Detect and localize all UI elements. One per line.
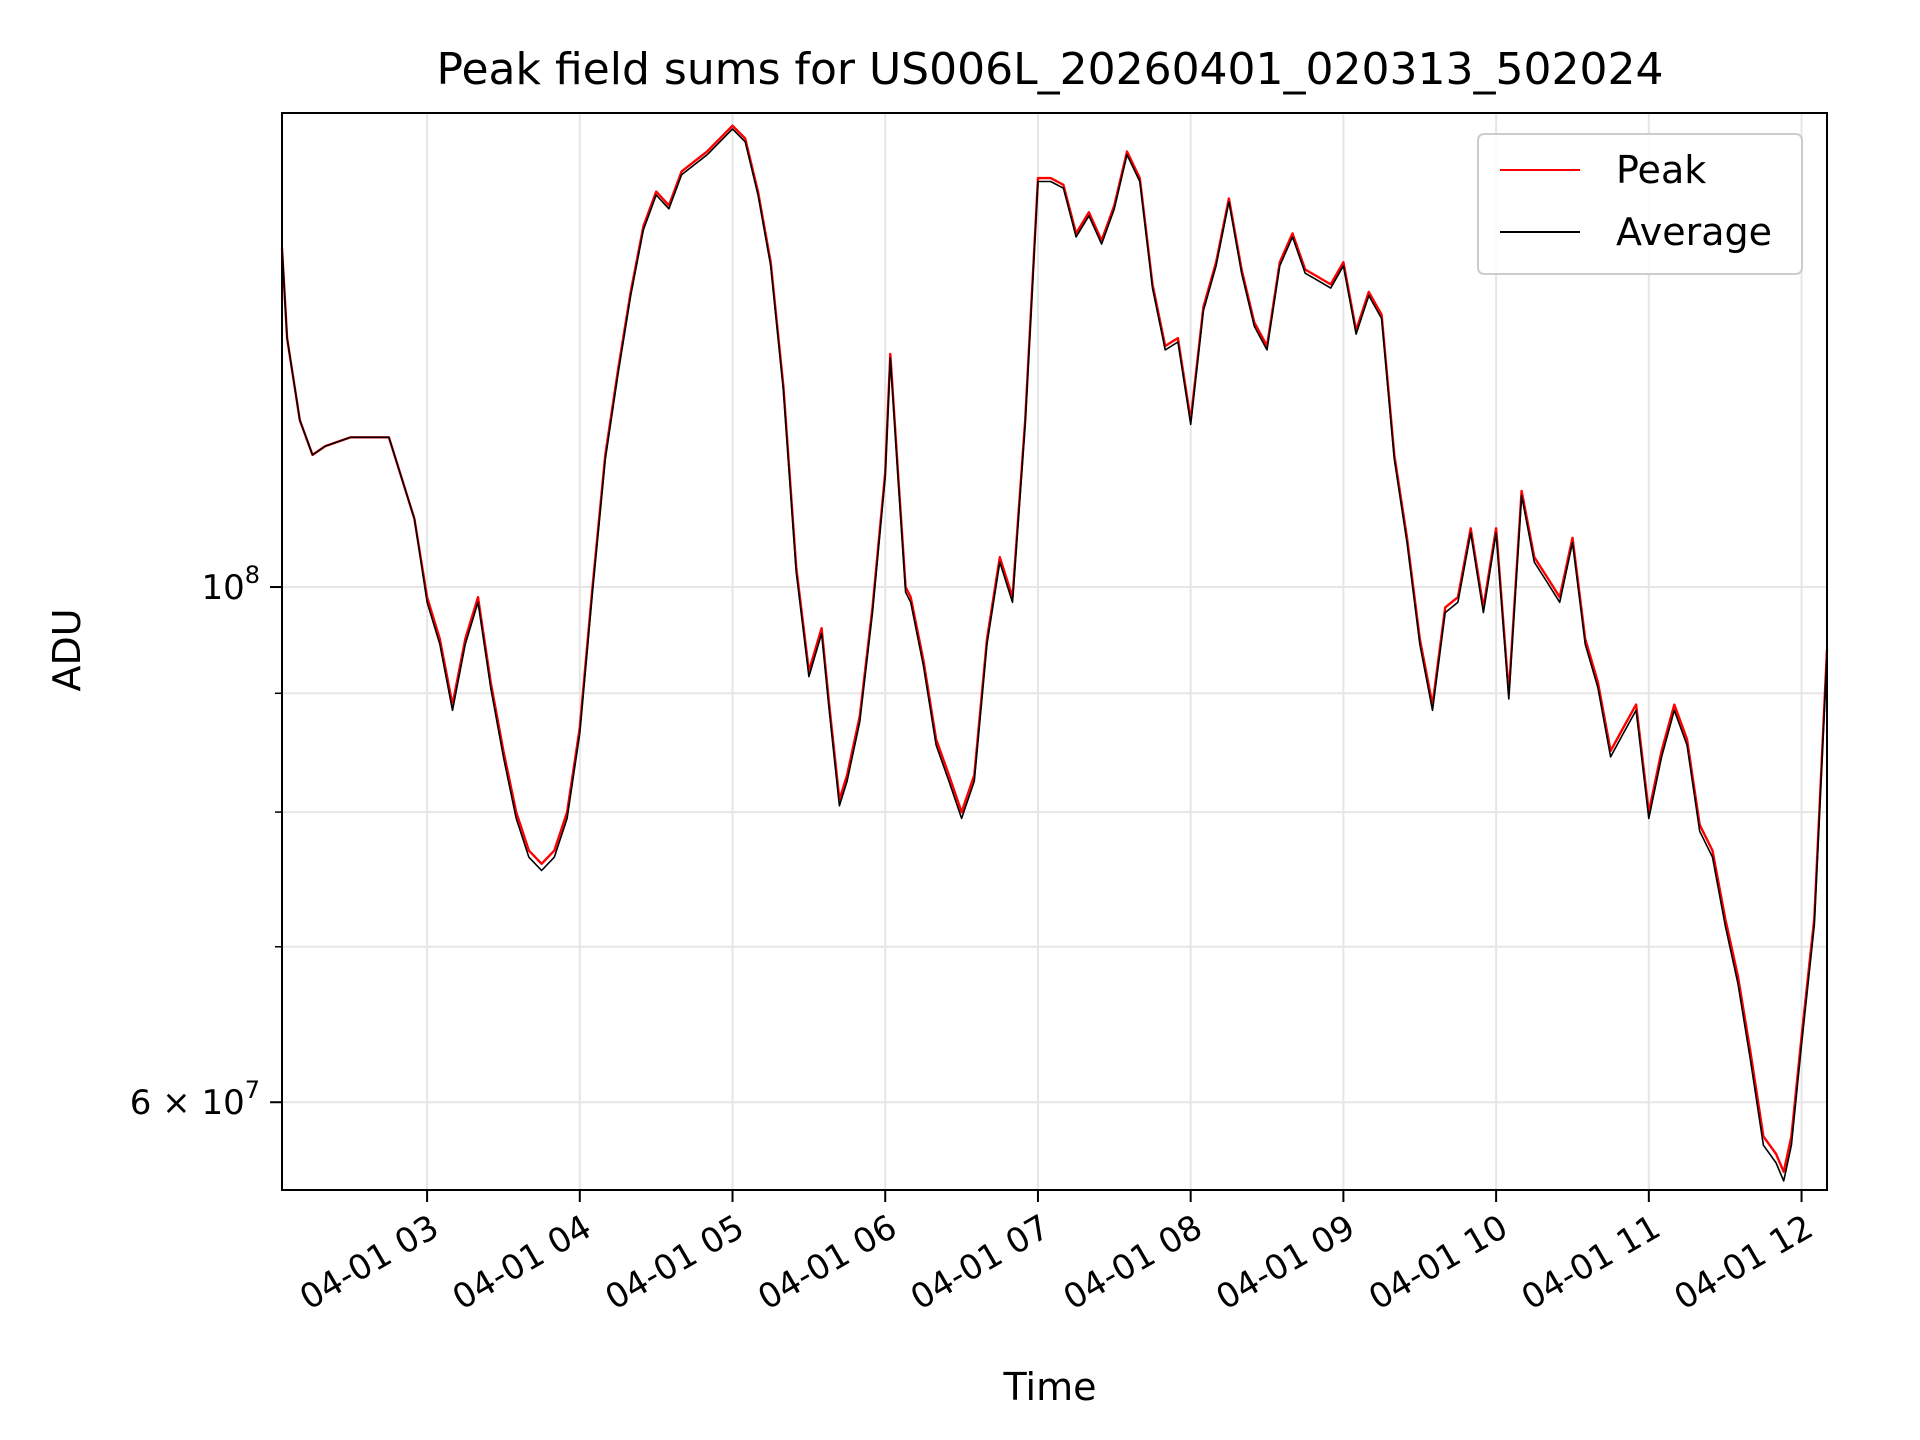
legend: Peak Average xyxy=(1477,133,1803,275)
y-axis: 6 × 107 108 xyxy=(130,561,282,1123)
grid xyxy=(282,113,1827,1190)
y-axis-label: ADU xyxy=(45,608,89,691)
legend-label-average: Average xyxy=(1616,210,1772,254)
y-tick-label-1: 108 xyxy=(201,561,260,608)
legend-label-peak: Peak xyxy=(1616,148,1706,192)
y-tick-label-0: 6 × 107 xyxy=(130,1076,260,1123)
series-group xyxy=(280,124,1829,1182)
chart-title: Peak field sums for US006L_20260401_0203… xyxy=(437,44,1664,95)
series-line-average xyxy=(281,128,1828,1182)
plot-frame xyxy=(281,112,1828,1191)
x-axis-label: Time xyxy=(1003,1365,1097,1409)
